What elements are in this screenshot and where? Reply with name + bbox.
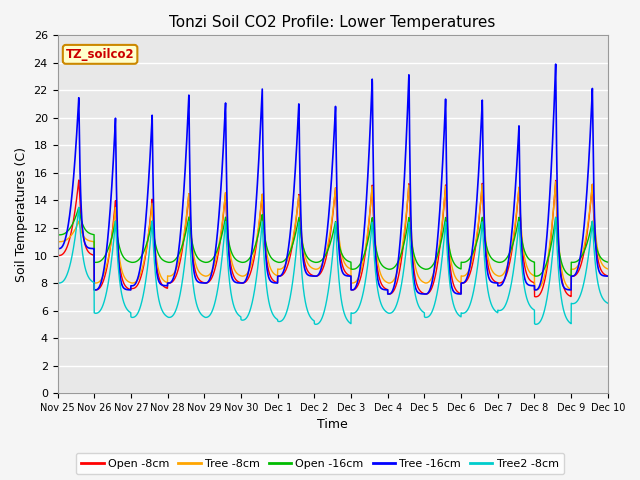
X-axis label: Time: Time — [317, 419, 348, 432]
Title: Tonzi Soil CO2 Profile: Lower Temperatures: Tonzi Soil CO2 Profile: Lower Temperatur… — [170, 15, 496, 30]
Legend: Open -8cm, Tree -8cm, Open -16cm, Tree -16cm, Tree2 -8cm: Open -8cm, Tree -8cm, Open -16cm, Tree -… — [76, 453, 564, 474]
Text: TZ_soilco2: TZ_soilco2 — [66, 48, 134, 61]
Y-axis label: Soil Temperatures (C): Soil Temperatures (C) — [15, 147, 28, 282]
